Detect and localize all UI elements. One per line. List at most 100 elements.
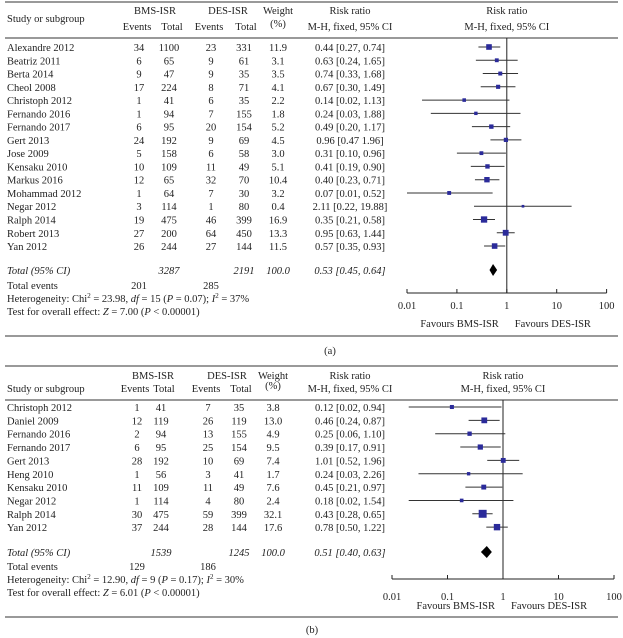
point-estimate-square	[496, 84, 501, 89]
x-tick-label: 0.01	[398, 301, 416, 312]
bms-total: 224	[161, 83, 178, 94]
des-total: 69	[239, 136, 250, 147]
header-group2: DES-ISR	[207, 371, 247, 382]
weight: 10.4	[269, 176, 288, 187]
weight: 13.0	[264, 416, 282, 427]
study-name: Negar 2012	[7, 496, 56, 507]
risk-ratio-ci: 0.78 [0.50, 1.22]	[315, 523, 385, 534]
study-row: Beatriz 2011 6 65 9 61 3.1 0.63 [0.24, 1.65]	[7, 56, 518, 67]
study-row: Kensaku 2010 11 109 11 49 7.6 0.45 [0.21, 0.97…	[7, 483, 503, 494]
header-total-1: Total	[161, 22, 183, 33]
des-total: 450	[236, 229, 252, 240]
header-method: M-H, fixed, 95% CI	[308, 22, 393, 33]
study-row: Fernando 2016 1 94 7 155 1.8 0.24 [0.03, 1.88]	[7, 109, 521, 120]
favours-right-label: Favours DES-ISR	[511, 601, 587, 612]
total-label: Total (95% CI)	[7, 548, 71, 559]
des-total: 80	[234, 496, 245, 507]
header-total-1: Total	[153, 384, 175, 395]
header-weight: Weight	[258, 371, 288, 382]
weight: 13.3	[269, 229, 287, 240]
favours-left-label: Favours BMS-ISR	[420, 319, 498, 330]
point-estimate-square	[484, 177, 490, 183]
header-risk-ratio: Risk ratio	[329, 371, 370, 382]
bms-events: 1	[136, 109, 141, 120]
bms-events: 5	[136, 149, 141, 160]
bms-events: 6	[136, 123, 141, 134]
study-row: Heng 2010 1 56 3 41 1.7 0.24 [0.03, 2.26]	[7, 470, 523, 481]
risk-ratio-ci: 0.46 [0.24, 0.87]	[315, 416, 385, 427]
risk-ratio-ci: 0.24 [0.03, 1.88]	[315, 109, 385, 120]
header-group1: BMS-ISR	[132, 371, 174, 382]
bms-total: 47	[164, 70, 175, 81]
point-estimate-square	[498, 71, 503, 76]
pooled-estimate-diamond	[480, 546, 492, 558]
des-events: 4	[205, 496, 211, 507]
des-events: 20	[206, 123, 217, 134]
point-estimate-square	[486, 44, 492, 50]
point-estimate-square	[447, 191, 452, 195]
bms-total: 94	[164, 109, 175, 120]
weight: 5.2	[271, 123, 284, 134]
risk-ratio-ci: 0.96 [0.47 1.96]	[316, 136, 383, 147]
bms-events: 34	[134, 43, 145, 54]
study-row: Yan 2012 37 244 28 144 17.6 0.78 [0.50, 1.22]	[7, 523, 508, 534]
header-events-2: Events	[192, 384, 221, 395]
study-name: Yan 2012	[7, 523, 47, 534]
bms-events: 10	[134, 162, 145, 173]
study-name: Daniel 2009	[7, 416, 59, 427]
header-weight: Weight	[263, 6, 293, 17]
risk-ratio-ci: 0.12 [0.02, 0.94]	[315, 403, 385, 414]
study-name: Negar 2012	[7, 202, 56, 213]
total-des: 1245	[229, 548, 250, 559]
des-events: 59	[203, 510, 214, 521]
total-risk-ratio: 0.51 [0.40, 0.63]	[314, 548, 385, 559]
risk-ratio-ci: 0.35 [0.21, 0.58]	[315, 216, 385, 227]
des-events: 7	[208, 109, 213, 120]
plot-header-risk-ratio: Risk ratio	[482, 371, 523, 382]
des-events: 13	[203, 430, 214, 441]
study-name: Ralph 2014	[7, 216, 56, 227]
x-tick-label: 0.1	[450, 301, 463, 312]
header-method: M-H, fixed, 95% CI	[308, 384, 393, 395]
des-total: 119	[231, 416, 246, 427]
weight: 4.1	[271, 83, 284, 94]
risk-ratio-ci: 0.74 [0.33, 1.68]	[315, 70, 385, 81]
header-group1: BMS-ISR	[134, 6, 176, 17]
study-name: Heng 2010	[7, 470, 53, 481]
weight: 11.5	[269, 242, 287, 253]
study-row: Yan 2012 26 244 27 144 11.5 0.57 [0.35, 0.93]	[7, 242, 506, 253]
header-total-2: Total	[230, 384, 252, 395]
heterogeneity-stats: Heterogeneity: Chi2 = 12.90, df = 9 (P =…	[7, 573, 244, 586]
risk-ratio-ci: 1.01 [0.52, 1.96]	[315, 456, 385, 467]
des-total: 61	[239, 56, 250, 67]
total-label: Total (95% CI)	[7, 266, 71, 277]
x-tick-label: 10	[551, 301, 562, 312]
bms-total: 109	[161, 162, 177, 173]
des-total: 399	[236, 216, 252, 227]
des-events: 23	[206, 43, 217, 54]
point-estimate-square	[449, 404, 454, 410]
study-name: Beatriz 2011	[7, 56, 61, 67]
study-row: Cheol 2008 17 224 8 71 4.1 0.67 [0.30, 1.49]	[7, 83, 516, 94]
bms-total: 64	[164, 189, 175, 200]
bms-events: 27	[134, 229, 145, 240]
des-total: 69	[234, 456, 245, 467]
bms-total: 56	[156, 470, 167, 481]
des-total: 144	[236, 242, 253, 253]
study-name: Fernando 2016	[7, 109, 70, 120]
risk-ratio-ci: 0.95 [0.63, 1.44]	[315, 229, 385, 240]
header-total-2: Total	[235, 22, 257, 33]
weight: 17.6	[264, 523, 282, 534]
des-events: 9	[208, 56, 213, 67]
weight: 0.4	[271, 202, 285, 213]
total-events-bms: 201	[131, 281, 147, 292]
bms-total: 114	[161, 202, 177, 213]
total-weight: 100.0	[266, 266, 290, 277]
study-name: Alexandre 2012	[7, 43, 74, 54]
favours-left-label: Favours BMS-ISR	[417, 601, 495, 612]
study-row: Gert 2013 24 192 9 69 4.5 0.96 [0.47 1.96]	[7, 136, 522, 147]
des-events: 8	[208, 83, 213, 94]
risk-ratio-ci: 0.43 [0.28, 0.65]	[315, 510, 385, 521]
des-total: 155	[236, 109, 252, 120]
